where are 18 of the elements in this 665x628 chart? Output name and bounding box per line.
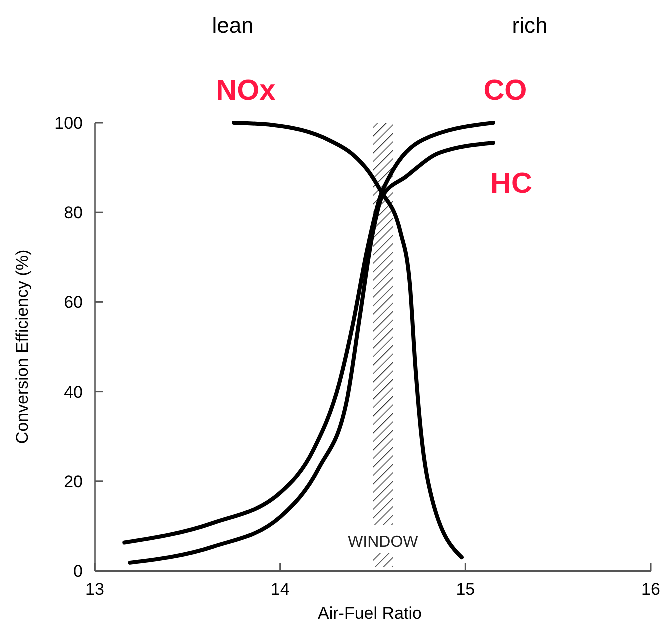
x-tick-label: 15 xyxy=(456,580,476,599)
band-label: WINDOW xyxy=(348,534,420,551)
series-label: NOx xyxy=(216,75,276,107)
y-tick-label: 80 xyxy=(64,204,83,223)
x-tick-label: 16 xyxy=(642,580,660,599)
series-label: HC xyxy=(490,168,532,200)
series-label: CO xyxy=(484,75,528,107)
y-axis-title: Conversion Efficiency (%) xyxy=(13,250,32,444)
text: rich xyxy=(512,13,548,38)
y-tick-label: 20 xyxy=(64,472,83,492)
x-tick-label: 13 xyxy=(86,580,104,599)
y-tick-label: 40 xyxy=(64,382,83,402)
text: lean xyxy=(212,13,254,38)
x-axis-title: Air-Fuel Ratio xyxy=(318,604,422,623)
y-tick-label: 0 xyxy=(74,562,83,581)
y-tick-label: 60 xyxy=(64,293,83,312)
y-tick-label: 100 xyxy=(54,114,83,133)
x-tick-label: 14 xyxy=(270,580,290,599)
